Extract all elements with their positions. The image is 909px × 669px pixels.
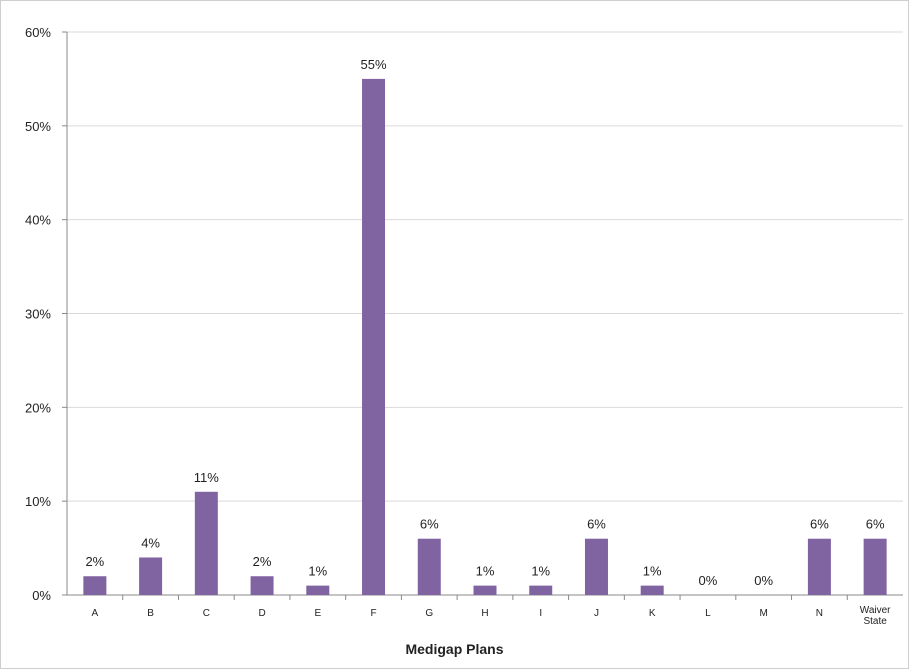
bar (417, 538, 441, 595)
bar (194, 491, 218, 595)
x-category-label: E (314, 608, 321, 619)
x-category-label: B (147, 608, 154, 619)
x-category-label: A (92, 608, 99, 619)
data-label: 55% (361, 57, 387, 72)
data-label: 6% (810, 517, 829, 532)
bar (473, 585, 497, 595)
y-tick-label: 20% (25, 400, 51, 415)
data-label: 1% (643, 564, 662, 579)
bar (529, 585, 553, 595)
x-category-label: F (370, 608, 376, 619)
y-tick-label: 10% (25, 494, 51, 509)
data-label: 2% (253, 554, 272, 569)
x-category-label: K (649, 608, 656, 619)
bar (807, 538, 831, 595)
x-axis-title: Medigap Plans (405, 641, 504, 657)
data-label: 6% (866, 517, 885, 532)
data-label: 1% (308, 564, 327, 579)
y-tick-label: 60% (25, 25, 51, 40)
x-category-label: Waiver State (860, 605, 891, 627)
x-category-label: L (705, 608, 711, 619)
x-category-label: J (594, 608, 599, 619)
bar (640, 585, 664, 595)
data-label: 2% (85, 554, 104, 569)
bar (863, 538, 887, 595)
x-category-label: N (816, 608, 823, 619)
data-label: 4% (141, 535, 160, 550)
y-tick-label: 0% (32, 588, 51, 603)
x-category-label: I (539, 608, 542, 619)
bar (83, 576, 107, 595)
x-category-label: D (258, 608, 265, 619)
x-category-label: C (203, 608, 210, 619)
data-label: 1% (476, 564, 495, 579)
data-label: 6% (420, 517, 439, 532)
data-label: 0% (699, 573, 718, 588)
data-label: 11% (194, 470, 219, 485)
y-tick-label: 50% (25, 119, 51, 134)
x-category-label: M (759, 608, 767, 619)
data-label: 0% (754, 573, 773, 588)
x-category-label: H (481, 608, 488, 619)
data-label: 6% (587, 517, 606, 532)
bar (139, 557, 163, 595)
x-category-label: G (425, 608, 433, 619)
bar (250, 576, 274, 595)
bar (362, 78, 386, 595)
bar (306, 585, 330, 595)
data-label: 1% (531, 564, 550, 579)
y-tick-label: 40% (25, 213, 51, 228)
bar (584, 538, 608, 595)
y-tick-label: 30% (25, 307, 51, 322)
